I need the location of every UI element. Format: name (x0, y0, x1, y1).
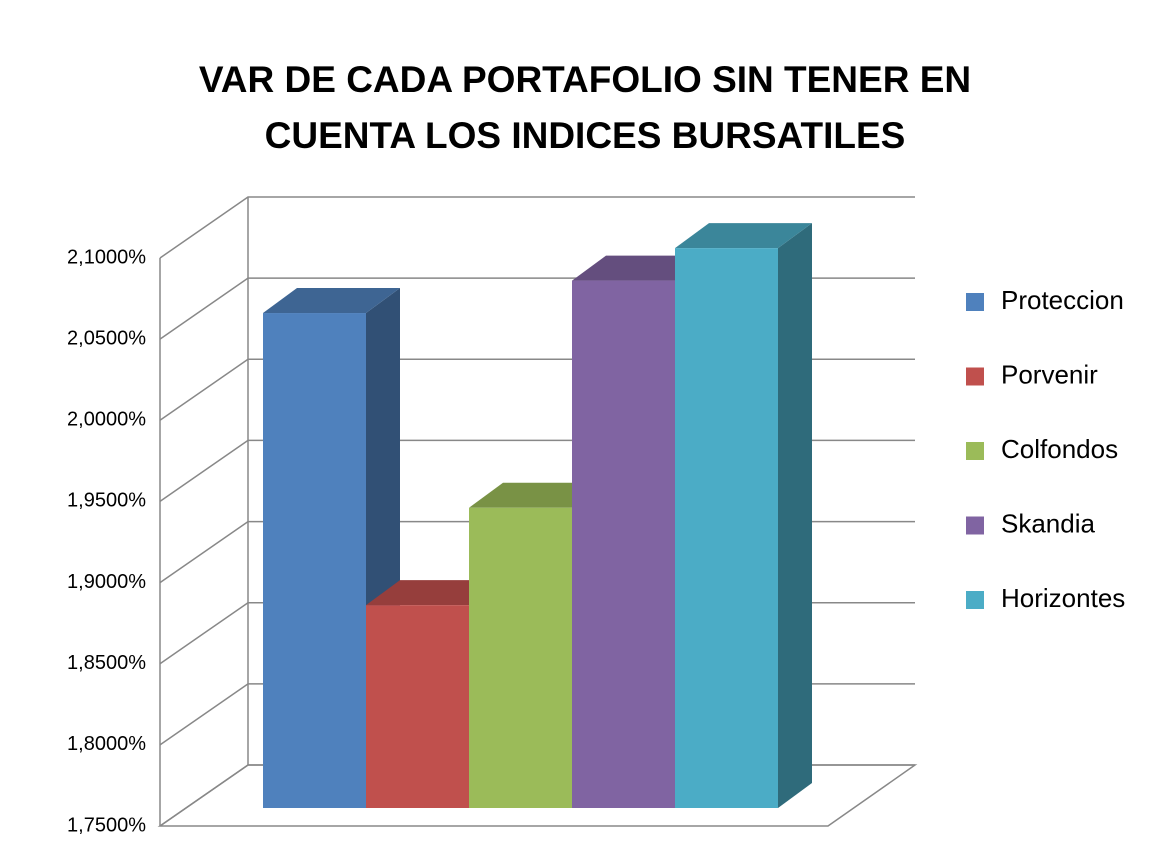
y-tick-label: 1,7500% (67, 814, 146, 836)
chart-title: VAR DE CADA PORTAFOLIO SIN TENER EN CUEN… (198, 59, 972, 156)
legend-label: Skandia (1001, 508, 1095, 538)
legend-label: Horizontes (1001, 583, 1125, 613)
y-tick-label: 2,1000% (67, 246, 146, 268)
y-tick-label: 1,8500% (67, 652, 146, 674)
legend-label: Colfondos (1001, 434, 1118, 464)
y-tick-label: 2,0500% (67, 327, 146, 349)
y-tick-label: 2,0000% (67, 409, 146, 431)
bar-top (675, 223, 812, 249)
legend-swatch (966, 367, 984, 386)
legend-label: Porvenir (1001, 359, 1098, 389)
bar-top (469, 482, 606, 508)
legend-swatch (966, 442, 984, 460)
bar (366, 605, 469, 808)
legend-swatch (966, 591, 984, 609)
bar-top (366, 580, 503, 606)
legend-swatch (966, 293, 984, 311)
bar (572, 280, 675, 809)
legend-swatch (966, 516, 984, 535)
bar-top (263, 288, 400, 314)
y-tick-label: 1,9500% (67, 490, 146, 512)
bar (469, 507, 572, 808)
bar (675, 248, 778, 809)
bar-side (778, 223, 812, 809)
y-tick-label: 1,8000% (67, 733, 146, 755)
bar (263, 313, 366, 808)
grid-line (159, 196, 915, 259)
bar-top (572, 255, 709, 281)
legend-label: Proteccion (1001, 285, 1124, 315)
y-tick-label: 1,9000% (67, 571, 146, 593)
